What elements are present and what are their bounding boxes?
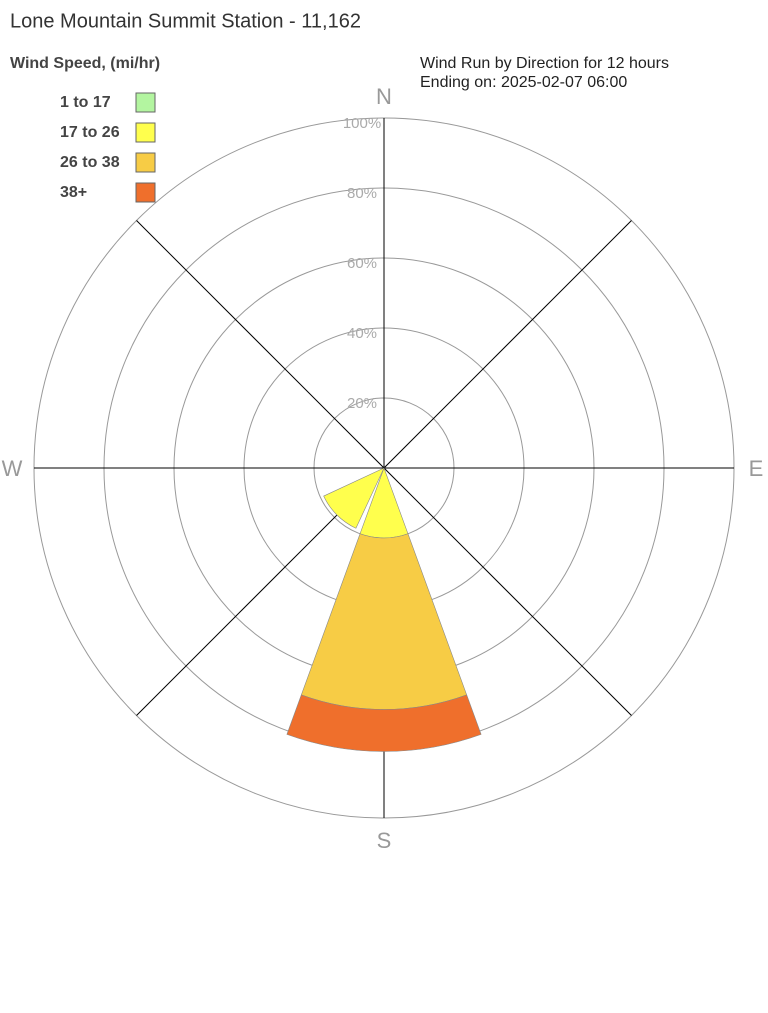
legend-swatch bbox=[135, 152, 156, 173]
subtitle: Wind Run by Direction for 12 hours bbox=[420, 55, 669, 72]
subtitle: Ending on: 2025-02-07 06:00 bbox=[420, 74, 627, 91]
direction-label: S bbox=[377, 828, 392, 853]
wedge bbox=[286, 694, 482, 752]
r-tick-label: 80% bbox=[347, 185, 377, 202]
legend-label: 26 to 38 bbox=[60, 154, 120, 171]
wedge bbox=[323, 467, 385, 529]
legend-title: Wind Speed, (mi/hr) bbox=[10, 55, 160, 72]
legend-label: 1 to 17 bbox=[60, 94, 111, 111]
direction-label: E bbox=[749, 456, 764, 481]
legend-swatch bbox=[135, 122, 156, 143]
legend-label: 38+ bbox=[60, 184, 87, 201]
legend-swatch bbox=[135, 92, 156, 113]
r-tick-label: 40% bbox=[347, 325, 377, 342]
wedge bbox=[300, 533, 468, 710]
chart-title: Lone Mountain Summit Station - 11,162 bbox=[10, 10, 361, 32]
direction-label: N bbox=[376, 84, 392, 109]
legend-swatch bbox=[135, 182, 156, 203]
direction-label: W bbox=[2, 456, 23, 481]
r-tick-label: 20% bbox=[347, 395, 377, 412]
r-tick-label: 100% bbox=[343, 115, 381, 132]
legend-label: 17 to 26 bbox=[60, 124, 120, 141]
r-tick-label: 60% bbox=[347, 255, 377, 272]
